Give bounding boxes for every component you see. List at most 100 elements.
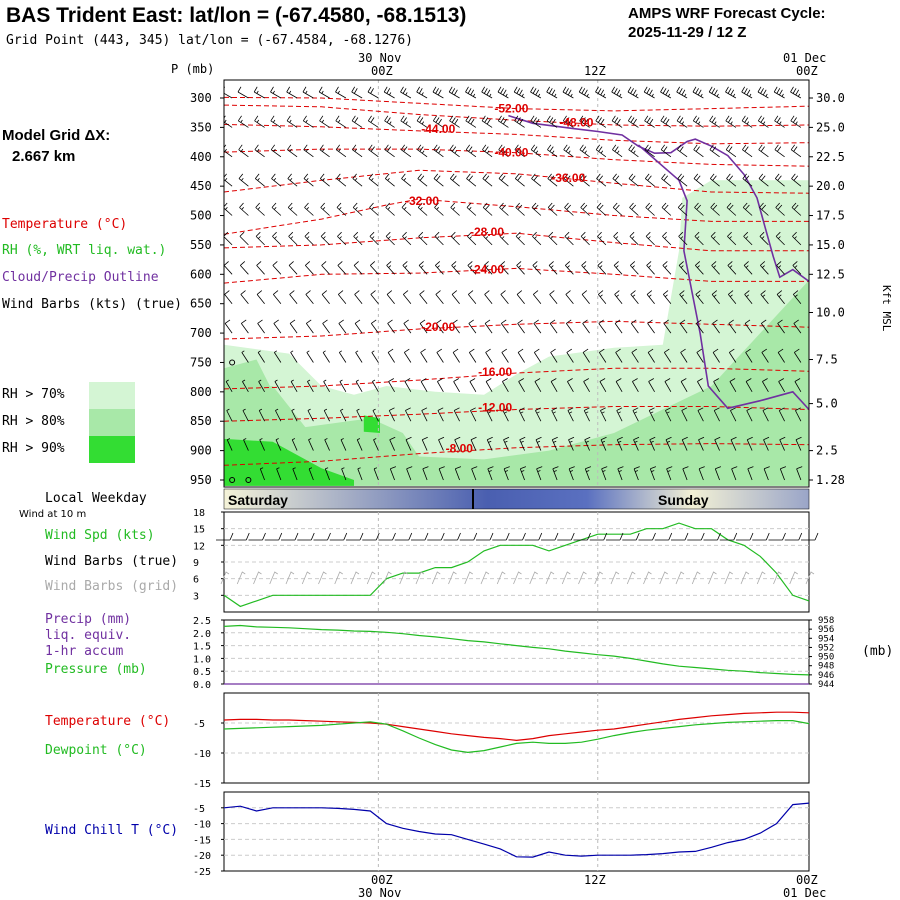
wind-barb xyxy=(632,407,639,422)
wind-barb xyxy=(226,438,233,451)
wind-barb xyxy=(552,466,559,481)
wind-barb xyxy=(322,319,330,334)
wind-panel-tick-label: 3 xyxy=(193,591,199,602)
wind-barb xyxy=(530,115,542,128)
wind-barb xyxy=(777,319,785,334)
wind-barb xyxy=(449,144,460,158)
wind-barb xyxy=(305,319,314,334)
wind-barb-true xyxy=(411,532,429,541)
wind-barb-true xyxy=(232,532,250,541)
wind-barb-true xyxy=(313,532,331,541)
wind-panel-tick-label: 9 xyxy=(193,558,199,569)
wind-barb xyxy=(242,408,249,422)
wind-barb xyxy=(275,438,282,451)
wind-barb xyxy=(308,438,314,451)
wind-barb xyxy=(482,144,493,158)
rh90-region xyxy=(363,415,380,433)
wind-barb-true xyxy=(606,532,624,541)
wind-barb xyxy=(367,115,379,128)
wind-barb xyxy=(289,290,298,304)
wind-barb-true xyxy=(297,532,315,541)
wind-barb xyxy=(564,202,574,216)
wind-barb xyxy=(778,407,785,422)
wind-barb xyxy=(471,466,478,481)
wind-barb-true xyxy=(248,532,266,541)
wind-barb xyxy=(420,378,428,393)
wind-barb xyxy=(305,261,314,275)
wind-barb xyxy=(501,348,509,363)
pressure-tick-label-right: 954 xyxy=(818,634,834,644)
wind-barb xyxy=(530,144,542,158)
wind-barb-grid xyxy=(691,571,701,585)
wind-barb xyxy=(531,202,542,216)
temperature-contour xyxy=(224,232,809,252)
wind-barb xyxy=(515,202,525,216)
precip-panel-tick-label: 2.0 xyxy=(193,629,211,640)
legend-rh70-swatch xyxy=(89,382,135,409)
pressure-tick-label-right: 950 xyxy=(818,653,834,663)
wind-barb xyxy=(419,290,428,304)
height-tick-label: 2.5 xyxy=(816,444,838,458)
wind-barb xyxy=(774,144,785,158)
legend-rh: RH (%, WRT liq. wat.) xyxy=(2,243,167,258)
wind-barb xyxy=(612,173,623,187)
wind-barb xyxy=(628,144,639,158)
wind-barb xyxy=(240,261,249,275)
wind-barb xyxy=(400,86,412,99)
pressure-tick-label-right: 958 xyxy=(818,616,834,626)
chart-title: BAS Trident East: lat/lon = (-67.4580, -… xyxy=(6,4,467,27)
wind-barb xyxy=(237,86,249,99)
wind-barb xyxy=(400,144,412,158)
wind-barb xyxy=(660,86,672,99)
wind-barb-grid xyxy=(334,571,343,585)
wind-barb xyxy=(568,436,575,451)
wind-barb xyxy=(727,261,737,275)
wind-barb xyxy=(387,319,395,334)
wind-barb xyxy=(578,86,590,99)
temperature-contour xyxy=(224,104,809,127)
wind-barb xyxy=(533,319,542,334)
wind-barb xyxy=(714,436,721,451)
wind-barb xyxy=(562,115,574,128)
wind-barb xyxy=(272,290,282,304)
wind-barb-grid xyxy=(805,571,815,585)
wind-barb xyxy=(385,202,395,216)
wind-barb xyxy=(725,115,737,128)
wind-barb xyxy=(792,261,802,275)
temperature-contour xyxy=(224,169,809,194)
wind-barb xyxy=(307,379,314,393)
wind-barb xyxy=(582,319,590,334)
wind-barb xyxy=(583,378,590,393)
wind-barb xyxy=(598,319,607,334)
wind-barb xyxy=(482,173,493,187)
legend-accum: 1-hr accum xyxy=(45,644,124,659)
model-grid-label: Model Grid ΔX: xyxy=(2,127,111,144)
wind-barb xyxy=(662,290,672,304)
wind-barb-true xyxy=(476,532,494,541)
wind-panel-tick-label: 12 xyxy=(193,541,205,552)
wind-barb-grid xyxy=(431,571,441,585)
wind-barb xyxy=(224,319,233,334)
height-tick-label: 15.0 xyxy=(816,238,845,252)
wind-barb xyxy=(677,202,688,216)
wind-barb xyxy=(595,86,607,99)
wind-barb xyxy=(517,319,525,334)
wind-barb xyxy=(779,466,787,481)
wind-barb xyxy=(647,348,655,363)
wind-barb-grid xyxy=(318,571,327,585)
wind-barb xyxy=(681,436,688,451)
wind-barb-grid xyxy=(399,571,408,585)
pressure-tick-label: 700 xyxy=(190,326,212,340)
wind-barb xyxy=(337,261,347,275)
wind-barb xyxy=(741,86,753,99)
wind-barb xyxy=(467,261,477,275)
wind-barb xyxy=(290,379,298,393)
pressure-tick-label: 450 xyxy=(190,179,212,193)
wind-barb xyxy=(514,115,525,128)
wind-barb xyxy=(549,290,558,304)
wind-barb-grid xyxy=(740,571,750,585)
wind-barb xyxy=(402,231,412,246)
wind-barb xyxy=(617,466,624,481)
wind-barb xyxy=(713,407,720,422)
wind-barb xyxy=(224,202,233,216)
